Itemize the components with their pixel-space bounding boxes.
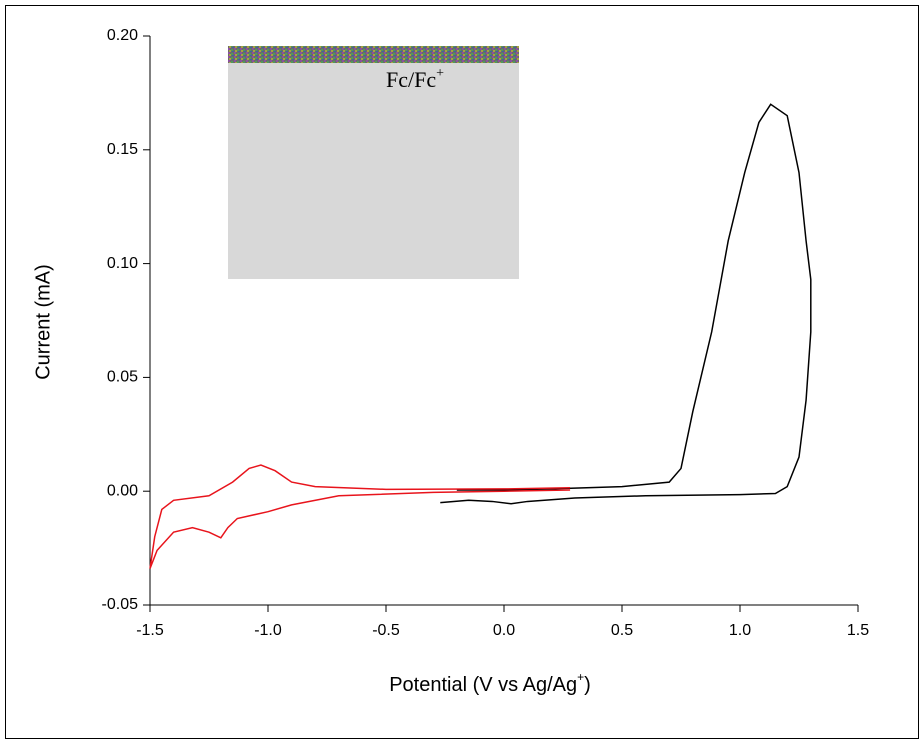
y-tick-label: 0.20	[107, 27, 138, 44]
y-axis-label: Current (mA)	[32, 264, 54, 380]
x-tick-label: -1.5	[136, 622, 164, 639]
x-axis-label: Potential (V vs Ag/Ag+)	[389, 670, 591, 696]
y-tick-label: 0.00	[107, 482, 138, 499]
inset-box	[228, 46, 519, 279]
annotation: Fc/Fc+	[386, 66, 444, 92]
cv-curve	[440, 103, 812, 505]
x-tick-label: 0.0	[493, 622, 515, 639]
frame	[5, 5, 919, 739]
x-tick-label: 0.5	[611, 622, 633, 639]
y-tick-label: 0.15	[107, 141, 138, 158]
x-tick-label: -1.0	[254, 622, 282, 639]
cv-curve	[149, 464, 571, 569]
y-tick-label: 0.10	[107, 255, 138, 272]
y-tick-label: -0.05	[102, 596, 139, 613]
x-tick-label: -0.5	[372, 622, 400, 639]
inset-band	[228, 46, 519, 63]
x-tick-label: 1.0	[729, 622, 751, 639]
y-tick-label: 0.05	[107, 369, 138, 386]
x-tick-label: 1.5	[847, 622, 869, 639]
